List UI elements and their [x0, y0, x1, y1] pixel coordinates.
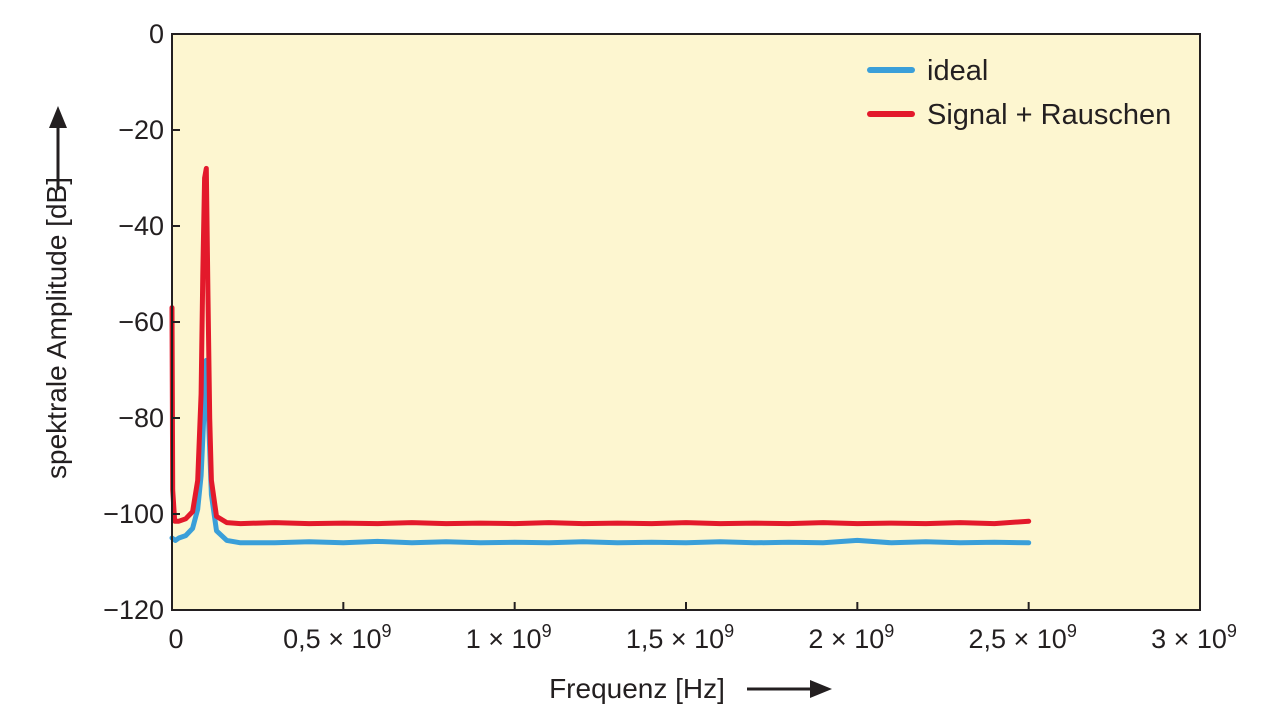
x-axis-title-group: Frequenz [Hz] [549, 673, 832, 704]
y-tick-label: 0 [149, 19, 164, 49]
x-axis-arrow-icon [810, 680, 832, 698]
legend: ideal Signal + Rauschen [867, 55, 1171, 131]
legend-label-signal-rauschen: Signal + Rauschen [927, 99, 1171, 131]
y-tick-label: −120 [103, 595, 164, 625]
x-tick-label: 3 × 109 [1151, 621, 1237, 654]
y-axis-title: spektrale Amplitude [dB] [41, 177, 72, 479]
series-line-signal-rauschen [169, 165, 1032, 527]
y-axis-title-group: spektrale Amplitude [dB] [41, 106, 72, 479]
plot-area [172, 34, 1200, 610]
x-tick-label: 0 [168, 624, 183, 654]
y-tick-label: −80 [118, 403, 164, 433]
x-tick-label: 1,5 × 109 [626, 621, 734, 654]
y-tick-label: −40 [118, 211, 164, 241]
x-axis-title: Frequenz [Hz] [549, 673, 725, 704]
x-tick-label: 0,5 × 109 [283, 621, 391, 654]
y-axis-arrow-icon [49, 106, 67, 128]
y-tick-label: −20 [118, 115, 164, 145]
x-tick-label: 2,5 × 109 [968, 621, 1076, 654]
x-tick-label: 2 × 109 [808, 621, 894, 654]
y-tick-label: −100 [103, 499, 164, 529]
x-tick-label: 1 × 109 [466, 621, 552, 654]
series-line-ideal [169, 357, 1032, 546]
legend-label-ideal: ideal [927, 55, 988, 87]
y-tick-label: −60 [118, 307, 164, 337]
series-layer [169, 165, 1032, 546]
